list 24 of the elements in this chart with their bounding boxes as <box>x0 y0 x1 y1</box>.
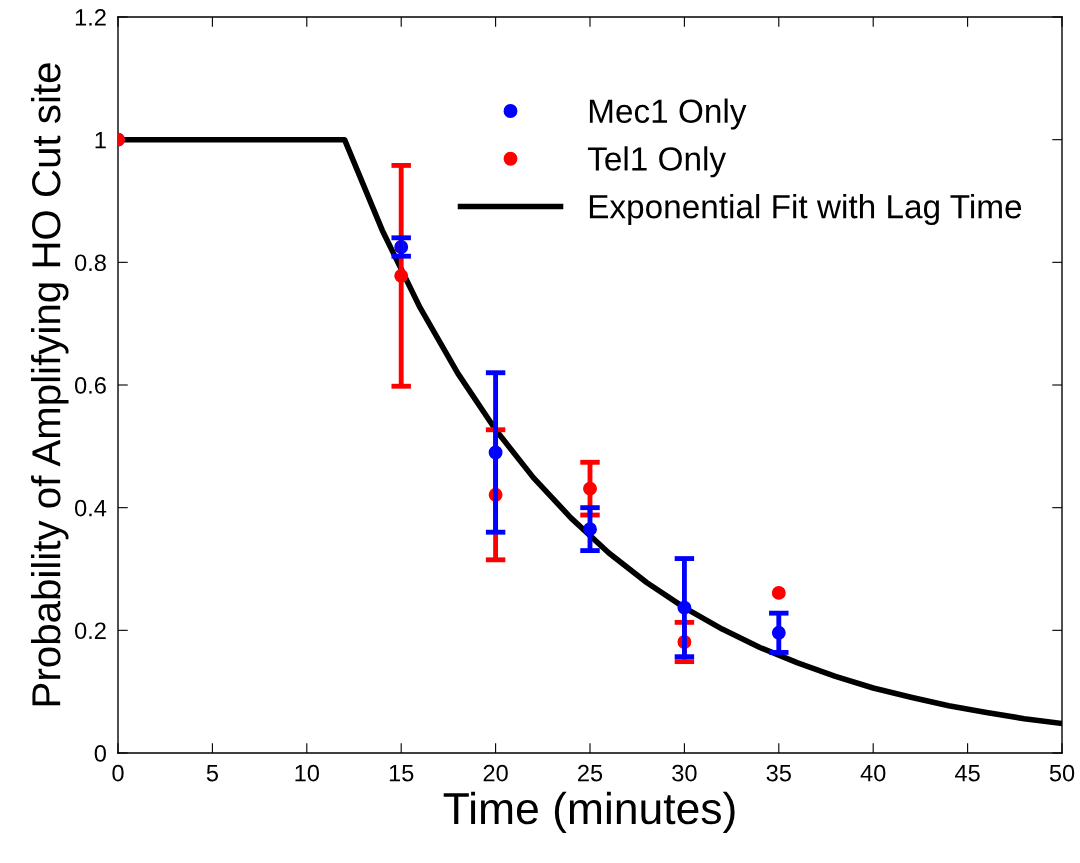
x-tick-label: 45 <box>955 764 980 782</box>
y-tick-label: 0.4 <box>74 499 107 517</box>
x-tick-label: 50 <box>1049 764 1075 782</box>
y-tick-label: 0.2 <box>74 622 106 640</box>
legend-label: Tel1 Only <box>587 146 727 178</box>
x-tick-label: 5 <box>206 764 218 782</box>
x-tick-label: 35 <box>766 764 791 782</box>
y-tick-label: 1 <box>95 131 106 149</box>
legend-label: Exponential Fit with Lag Time <box>589 194 1022 226</box>
y-tick-label: 1.2 <box>75 9 106 26</box>
y-axis-title: Probability of Amplifying HO Cut site <box>30 63 69 706</box>
y-tick-label: 0.8 <box>74 254 106 272</box>
legend-label: Mec1 Only <box>589 98 747 130</box>
x-tick-label: 30 <box>672 764 697 782</box>
x-tick-label: 25 <box>578 764 603 782</box>
x-tick-label: 40 <box>860 764 886 782</box>
x-tick-label: 15 <box>389 764 414 782</box>
y-tick-label: 0.6 <box>74 377 106 394</box>
y-tick-label: 0 <box>94 745 106 762</box>
point <box>771 585 786 600</box>
x-tick-label: 10 <box>295 764 320 782</box>
x-axis-title: Time (minutes) <box>443 791 735 834</box>
x-tick-label: 20 <box>483 764 508 782</box>
x-tick-label: 0 <box>112 764 124 782</box>
